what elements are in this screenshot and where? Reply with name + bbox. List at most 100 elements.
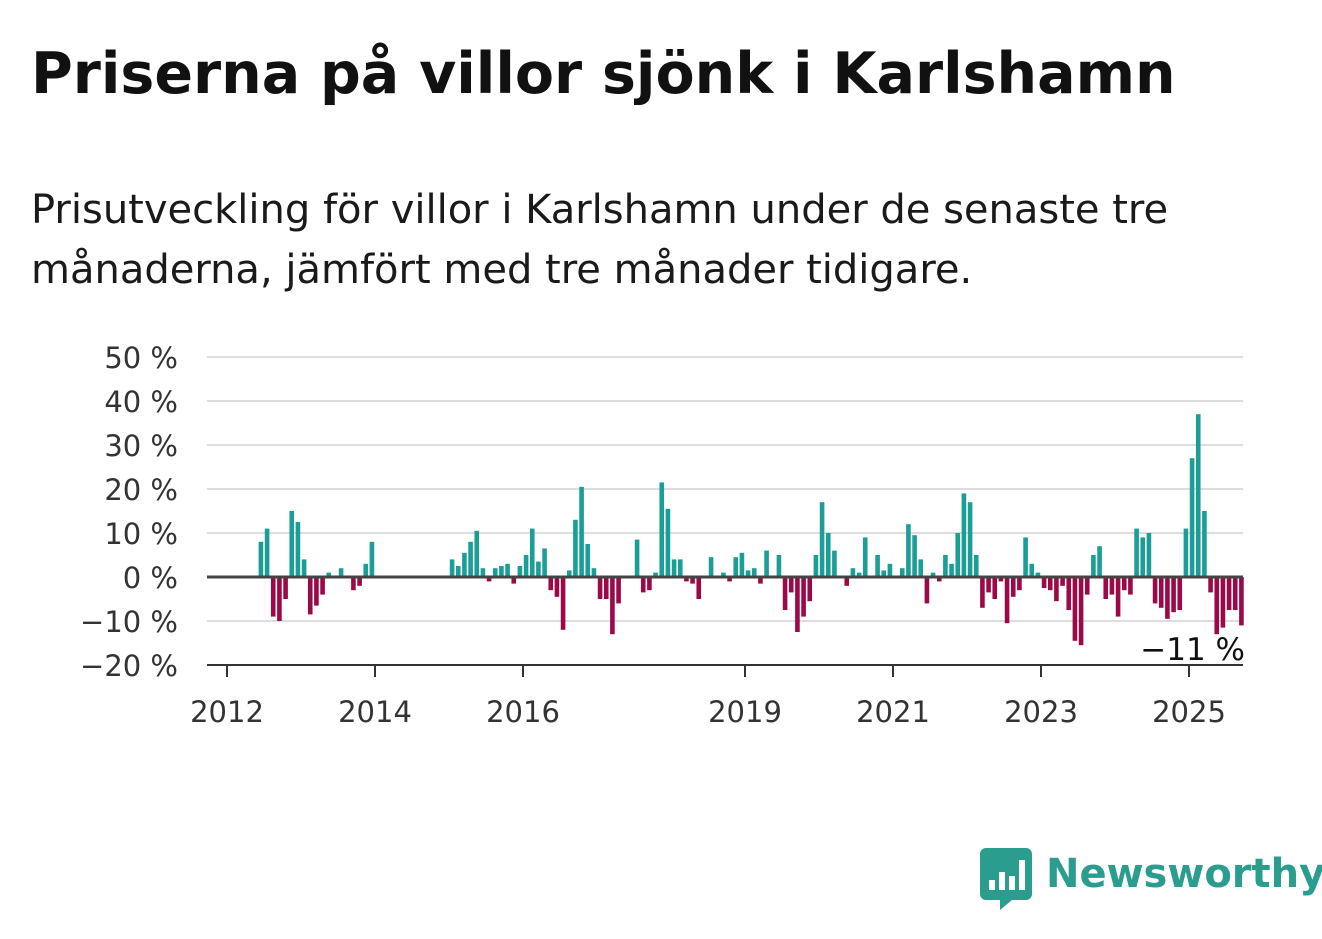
bar [480, 568, 486, 577]
bar [277, 577, 282, 621]
y-tick-label: 40 % [104, 385, 178, 419]
bar [1017, 577, 1022, 591]
bar [949, 563, 954, 577]
bar [529, 528, 535, 577]
bar [1035, 572, 1041, 577]
bar [856, 572, 862, 577]
bar [1152, 577, 1158, 604]
bar [1183, 528, 1189, 577]
bar [813, 555, 819, 577]
bar [351, 577, 356, 591]
bar [523, 555, 529, 577]
bar [1226, 577, 1232, 610]
bar [825, 533, 831, 577]
bar [289, 511, 295, 577]
bar [585, 544, 591, 577]
bar [492, 568, 498, 577]
bar [1115, 577, 1121, 617]
bar [807, 577, 813, 602]
bar [1189, 458, 1195, 577]
bar [1004, 577, 1010, 624]
bar [1171, 577, 1176, 613]
bar [1041, 577, 1047, 588]
price-change-bar-chart: 50 % 40 % 30 % 20 % 10 % 0 % −10 % −20 % 2012 201… [80, 341, 1248, 729]
bar [850, 568, 856, 577]
bar [1208, 577, 1213, 593]
bar [357, 577, 362, 586]
bar [776, 555, 782, 577]
bar [462, 552, 467, 577]
bar [1195, 414, 1201, 577]
y-tick-label: −10 % [80, 605, 178, 639]
bar [862, 537, 868, 577]
bar [307, 577, 313, 615]
bar [992, 577, 998, 599]
bar [603, 577, 609, 599]
bar [616, 577, 621, 604]
newsworthy-logo[interactable]: Newsworthy [980, 848, 1322, 912]
bar [542, 548, 547, 577]
bar [875, 555, 880, 577]
bar [1097, 546, 1102, 577]
x-tick-label: 2014 [338, 695, 412, 729]
bar [733, 557, 739, 577]
bar [745, 570, 751, 577]
bar [1220, 577, 1226, 628]
bar [801, 577, 806, 617]
x-tick-label: 2025 [1152, 695, 1226, 729]
bar [1202, 511, 1207, 577]
bar [832, 550, 837, 577]
bar [1072, 577, 1078, 641]
bar [795, 577, 800, 632]
bar [1239, 577, 1244, 626]
bar-chart-badge-icon [980, 848, 1032, 910]
y-tick-label: 0 % [123, 561, 178, 595]
bar [1029, 563, 1035, 577]
bar [554, 577, 560, 597]
bar [301, 559, 307, 577]
bar [758, 577, 763, 584]
bar [708, 557, 714, 577]
bar [690, 577, 695, 584]
y-tick-label: −20 % [80, 649, 178, 683]
y-tick-label: 50 % [104, 341, 178, 375]
bar [844, 577, 850, 586]
y-tick-label: 30 % [104, 429, 178, 463]
bar [973, 555, 979, 577]
bar [505, 563, 510, 577]
bar [338, 568, 344, 577]
bar [788, 577, 794, 593]
bar [1010, 577, 1016, 597]
bar [326, 572, 332, 577]
bar [474, 530, 480, 577]
bar [665, 508, 671, 577]
bar [782, 577, 788, 610]
bar [597, 577, 603, 599]
bar [283, 577, 288, 599]
bar [369, 541, 375, 577]
y-tick-label: 20 % [104, 473, 178, 507]
bar [980, 577, 985, 608]
bar [1214, 577, 1220, 635]
bar [264, 528, 270, 577]
bar [727, 577, 732, 582]
bar [887, 563, 893, 577]
bar [918, 559, 924, 577]
bar [671, 559, 677, 577]
bar [1047, 577, 1053, 591]
bar [566, 570, 572, 577]
bar [1066, 577, 1072, 610]
bar [899, 568, 905, 577]
x-tick-label: 2012 [190, 695, 264, 729]
bar [1054, 577, 1059, 602]
bar [1232, 577, 1238, 610]
bar [751, 568, 757, 577]
bar [653, 572, 658, 577]
bar [610, 577, 615, 635]
brand-name: Newsworthy [1046, 851, 1322, 897]
y-tick-label: 10 % [104, 517, 178, 551]
bar [1165, 577, 1170, 619]
bar [1177, 577, 1183, 610]
x-tick-label: 2021 [856, 695, 930, 729]
bar [640, 577, 646, 593]
